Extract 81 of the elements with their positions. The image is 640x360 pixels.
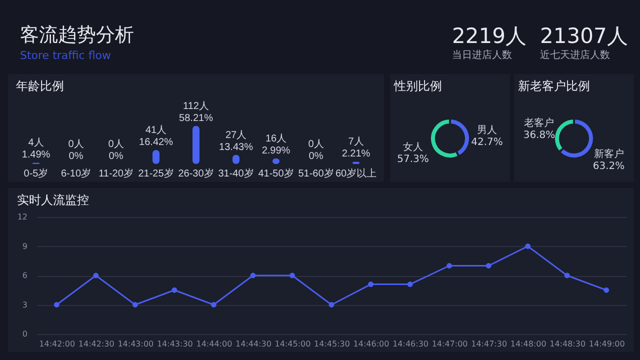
point	[446, 263, 452, 268]
x-tick-label: 14:45:00	[274, 340, 311, 348]
x-tick-label: 14:46:30	[392, 340, 428, 348]
slice-label: 男人	[477, 124, 498, 136]
x-tick-label: 51-60岁	[298, 168, 334, 180]
text: 当日进店人数	[452, 48, 512, 62]
text: 21307人	[540, 23, 628, 50]
x-tick-label: 14:44:30	[236, 340, 272, 348]
data-label: 63.2%	[592, 160, 625, 172]
x-tick-label: 14:42:30	[78, 340, 114, 348]
data-label: 57.3%	[397, 154, 429, 166]
point	[604, 287, 610, 293]
x-tick-label: 14:47:30	[471, 340, 508, 348]
annotation: 0%	[308, 151, 324, 162]
text: 客流趋势分析	[20, 23, 134, 48]
x-tick-label: 41-50岁	[258, 168, 294, 180]
chart-title: 年龄比例	[16, 79, 64, 93]
point	[210, 302, 216, 308]
x-tick-label: 60岁以上	[335, 168, 377, 180]
annotation: 58.21%	[179, 112, 214, 124]
x-tick-label: 14:45:30	[314, 340, 350, 348]
slice-label: 女人	[402, 141, 423, 154]
point	[250, 272, 256, 278]
text: 近七天进店人数	[540, 48, 610, 62]
annotation: 16.42%	[139, 137, 174, 148]
point	[93, 272, 99, 278]
chart-title: 性别比例	[393, 79, 442, 93]
data-label: 16人	[265, 134, 287, 145]
x-tick-label: 14:44:00	[196, 340, 232, 348]
point	[368, 282, 374, 288]
data-label: 36.8%	[523, 130, 556, 142]
x-tick-label: 14:42:00	[39, 340, 76, 348]
point	[564, 272, 570, 278]
annotation: 0%	[68, 151, 84, 162]
point	[486, 263, 492, 268]
text: 2219人	[452, 23, 526, 50]
x-tick-label: 0-5岁	[24, 168, 48, 180]
x-tick-label: 14:47:00	[432, 340, 468, 348]
x-tick-label: 14:48:30	[550, 340, 586, 348]
annotation: 0%	[108, 151, 124, 162]
x-tick-label: 11-20岁	[98, 168, 134, 180]
x-tick-label: 6-10岁	[60, 168, 92, 180]
x-tick-label: 31-40岁	[218, 168, 254, 180]
chart-title: 实时人流监控	[16, 193, 89, 207]
x-tick-label: 14:48:00	[510, 340, 546, 348]
data-label: 0人	[68, 139, 84, 150]
data-label: 41人	[145, 125, 167, 136]
point	[407, 282, 413, 288]
y-tick-label: 12	[17, 212, 28, 222]
annotation: 2.21%	[342, 148, 370, 160]
data-label: 7人	[348, 136, 364, 148]
x-tick-label: 21-25岁	[138, 168, 174, 180]
y-tick-label: 9	[22, 242, 28, 251]
text: Store traffic flow	[20, 49, 111, 62]
x-tick-label: 14:43:00	[118, 340, 154, 348]
x-tick-label: 14:43:30	[156, 340, 193, 348]
annotation: 2.99%	[262, 146, 290, 157]
point	[172, 287, 178, 293]
y-tick-label: 0	[22, 330, 28, 338]
y-tick-label: 6	[22, 271, 28, 280]
x-tick-label: 14:46:00	[353, 340, 390, 348]
chart-title: 新老客户比例	[518, 79, 590, 93]
x-tick-label: 26-30岁	[178, 168, 214, 180]
point	[132, 302, 138, 308]
annotation: 13.43%	[219, 142, 254, 153]
point	[525, 244, 531, 249]
data-label: 4人	[28, 138, 44, 149]
point	[54, 302, 60, 308]
slice-label: 老客户	[524, 117, 554, 130]
data-label: 27人	[225, 130, 247, 141]
data-label: 42.7%	[471, 136, 503, 148]
data-label: 0人	[308, 139, 324, 150]
slice-label: 新客户	[594, 148, 624, 160]
point	[289, 272, 295, 278]
y-tick-label: 3	[22, 300, 28, 310]
bar	[192, 126, 200, 164]
data-label: 112人	[183, 100, 209, 112]
data-label: 0人	[108, 139, 124, 150]
x-tick-label: 14:49:00	[588, 340, 625, 348]
point	[328, 302, 334, 308]
annotation: 1.49%	[22, 150, 50, 161]
